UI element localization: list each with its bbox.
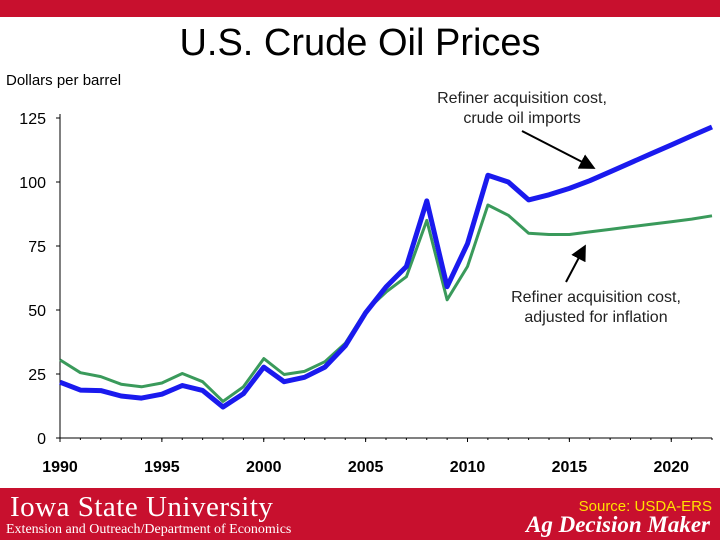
department-text: Extension and Outreach/Department of Eco… xyxy=(6,522,292,537)
chart-series xyxy=(59,124,713,410)
x-tick-label: 2005 xyxy=(348,459,384,476)
y-tick-label: 50 xyxy=(28,303,46,320)
y-tick-label: 0 xyxy=(37,431,46,448)
top-accent-bar xyxy=(0,0,720,17)
page-title: U.S. Crude Oil Prices xyxy=(179,22,541,64)
annotation-inflation-line2: adjusted for inflation xyxy=(524,309,668,326)
university-logo-text: Iowa State University xyxy=(10,491,274,523)
arrow-imports xyxy=(521,130,596,169)
arrow-inflation xyxy=(565,244,586,283)
x-tick-label: 1995 xyxy=(144,459,180,476)
annotation-imports-line1: Refiner acquisition cost, xyxy=(437,90,607,107)
x-tick-label: 2010 xyxy=(450,459,486,476)
annotation-arrows xyxy=(521,130,596,283)
oil-price-chart: 0 25 50 75 100 125 1990 1995 2000 2005 2010 2015 202… xyxy=(19,111,713,476)
series-line-0 xyxy=(59,124,713,410)
x-tick-label: 2015 xyxy=(552,459,588,476)
y-axis-label: Dollars per barrel xyxy=(6,72,122,89)
source-label: Source: USDA-ERS xyxy=(578,498,712,515)
annotation-inflation: Refiner acquisition cost, adjusted for i… xyxy=(486,288,706,328)
y-tick-label: 25 xyxy=(28,367,46,384)
series-line-1 xyxy=(59,203,713,403)
annotation-imports-line2: crude oil imports xyxy=(463,110,581,127)
x-tick-label: 2000 xyxy=(246,459,282,476)
footer-bar xyxy=(0,488,720,540)
chart-axes: 0 25 50 75 100 125 1990 1995 2000 2005 2010 2015 202… xyxy=(19,111,713,476)
x-tick-label: 1990 xyxy=(42,459,78,476)
annotation-inflation-line1: Refiner acquisition cost, xyxy=(511,289,681,306)
y-tick-label: 75 xyxy=(28,239,46,256)
y-tick-label: 125 xyxy=(19,111,46,128)
x-tick-label: 2020 xyxy=(653,459,689,476)
annotation-imports: Refiner acquisition cost, crude oil impo… xyxy=(412,89,632,129)
brand-logo-text: Ag Decision Maker xyxy=(526,512,710,537)
y-tick-label: 100 xyxy=(19,175,46,192)
